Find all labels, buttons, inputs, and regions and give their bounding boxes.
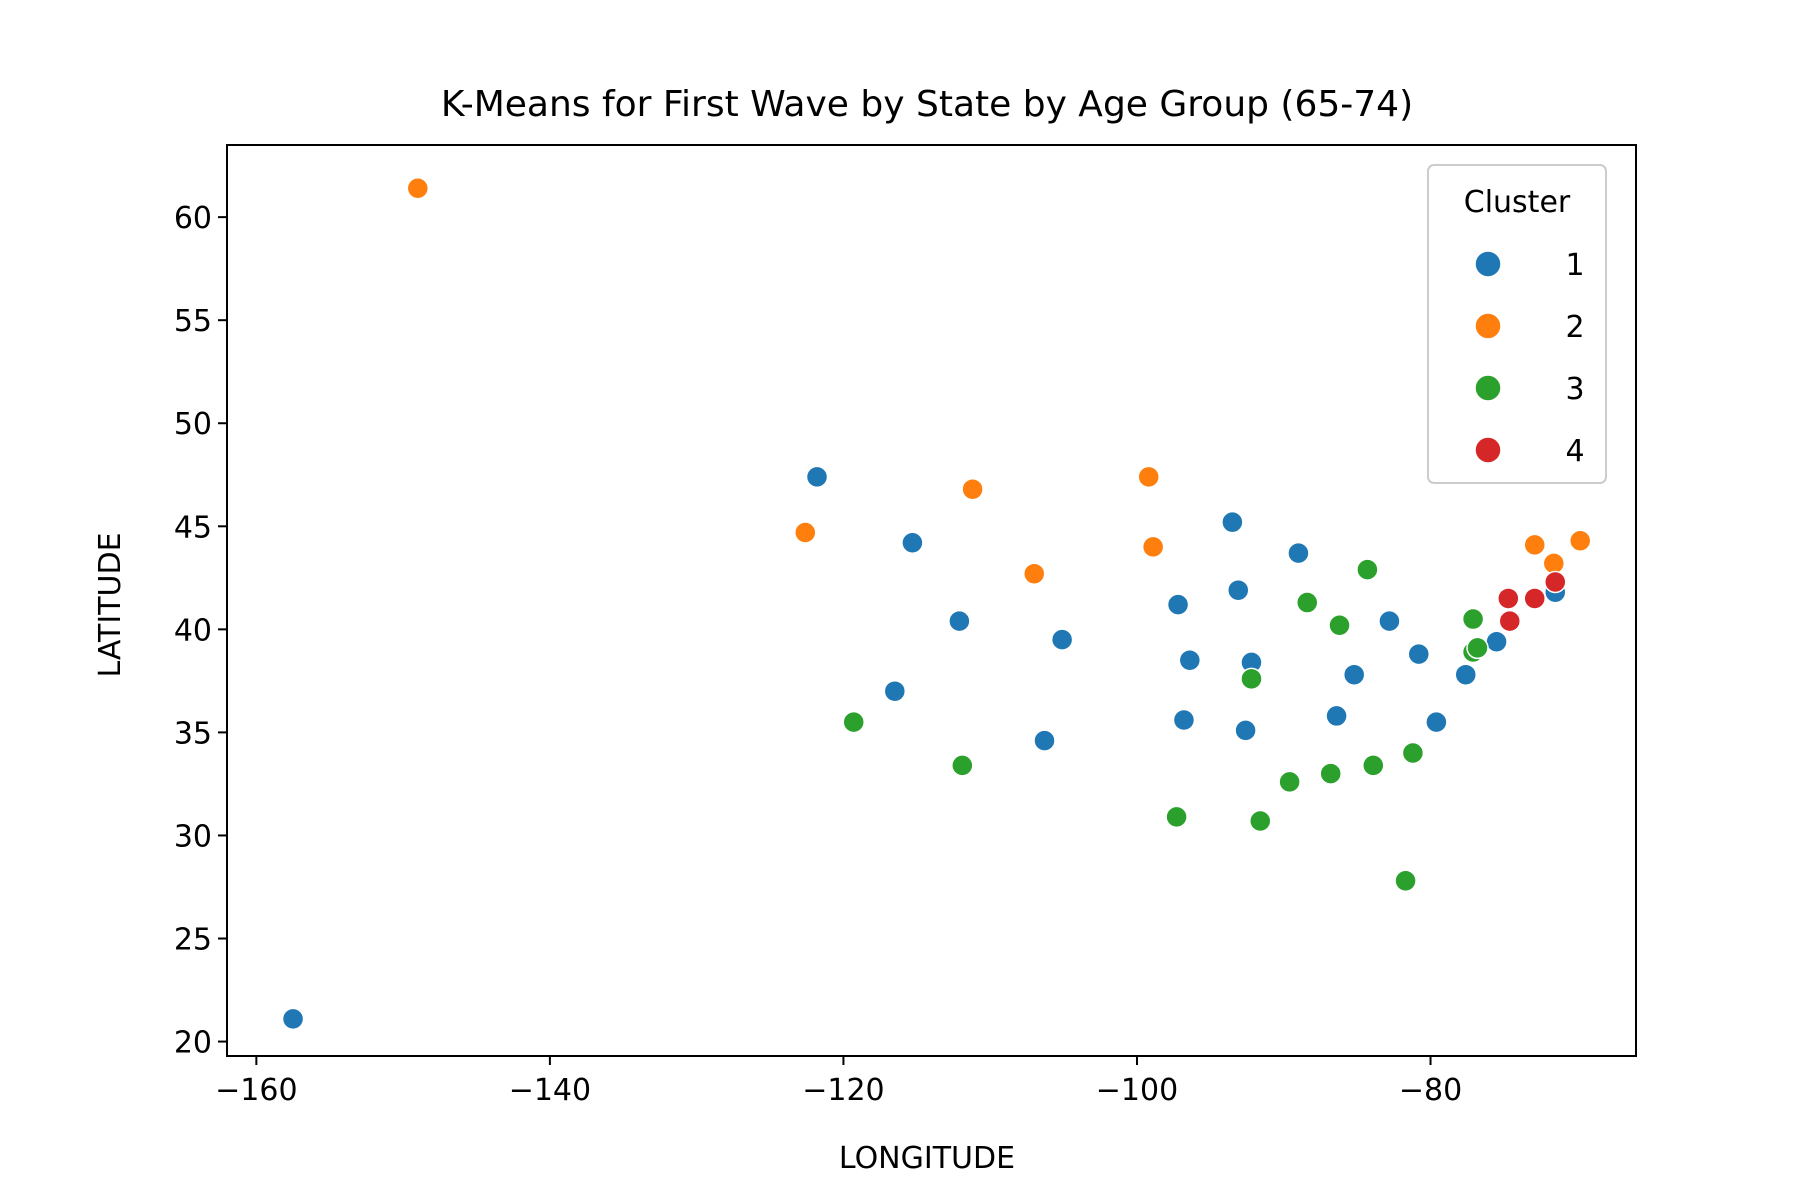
data-point-cluster-1 bbox=[805, 465, 829, 489]
data-point-cluster-1 bbox=[1485, 630, 1508, 653]
data-point-cluster-3 bbox=[1394, 869, 1417, 893]
data-point-cluster-3 bbox=[1356, 558, 1379, 581]
data-point-cluster-2 bbox=[1137, 465, 1160, 489]
legend-label-2: 2 bbox=[1565, 310, 1584, 345]
data-point-cluster-1 bbox=[1221, 510, 1244, 534]
data-point-cluster-1 bbox=[1178, 649, 1202, 672]
legend-marker-4 bbox=[1474, 436, 1502, 464]
data-point-cluster-1 bbox=[281, 1007, 305, 1031]
data-point-cluster-3 bbox=[1319, 762, 1342, 785]
legend-marker-3 bbox=[1474, 374, 1502, 402]
y-tick-label: 60 bbox=[174, 201, 212, 236]
x-axis: −160 −140 −120 −100 −80 bbox=[215, 1056, 1462, 1108]
y-tick-label: 35 bbox=[174, 716, 212, 751]
data-point-cluster-1 bbox=[1234, 719, 1257, 742]
data-point-cluster-3 bbox=[1466, 636, 1489, 660]
y-tick-label: 55 bbox=[174, 304, 212, 339]
data-point-cluster-4 bbox=[1497, 587, 1520, 610]
x-tick-label: −100 bbox=[1096, 1073, 1178, 1108]
x-tick-label: −80 bbox=[1399, 1073, 1462, 1108]
data-point-cluster-1 bbox=[901, 531, 924, 555]
x-axis-title: LONGITUDE bbox=[839, 1141, 1015, 1176]
data-points bbox=[281, 177, 1592, 1031]
y-axis-title: LATITUDE bbox=[93, 532, 128, 677]
y-tick-label: 20 bbox=[174, 1026, 212, 1061]
x-tick-label: −160 bbox=[215, 1073, 297, 1108]
y-axis: 20 25 30 35 40 45 50 55 60 bbox=[174, 201, 227, 1061]
legend-box bbox=[1427, 164, 1607, 484]
data-point-cluster-3 bbox=[1362, 754, 1385, 777]
legend-entries: 1 2 3 4 bbox=[1474, 248, 1585, 469]
data-point-cluster-4 bbox=[1544, 570, 1567, 594]
data-point-cluster-1 bbox=[883, 679, 907, 703]
data-point-cluster-1 bbox=[1166, 593, 1190, 616]
data-point-cluster-1 bbox=[1378, 609, 1401, 633]
data-point-cluster-2 bbox=[1568, 529, 1592, 552]
plot-frame bbox=[226, 144, 1637, 1057]
x-tick-label: −120 bbox=[802, 1073, 884, 1108]
data-point-cluster-3 bbox=[951, 754, 974, 777]
data-point-cluster-3 bbox=[1461, 607, 1485, 631]
data-point-cluster-2 bbox=[1022, 562, 1046, 585]
data-point-cluster-3 bbox=[1401, 741, 1425, 765]
data-point-cluster-1 bbox=[948, 609, 971, 633]
data-point-cluster-1 bbox=[1227, 578, 1250, 602]
data-point-cluster-2 bbox=[794, 521, 817, 544]
plot-area bbox=[226, 144, 1637, 1057]
y-tick-label: 40 bbox=[174, 613, 212, 648]
legend: Cluster 1 2 3 4 bbox=[1427, 164, 1607, 484]
data-point-cluster-1 bbox=[1407, 642, 1431, 666]
y-tick-label: 45 bbox=[174, 510, 212, 545]
data-point-cluster-1 bbox=[1325, 704, 1348, 728]
data-point-cluster-4 bbox=[1498, 609, 1522, 633]
data-point-cluster-1 bbox=[1033, 729, 1056, 752]
legend-label-3: 3 bbox=[1565, 372, 1584, 407]
data-point-cluster-1 bbox=[1425, 710, 1448, 734]
data-point-cluster-3 bbox=[1295, 591, 1319, 614]
data-point-cluster-1 bbox=[1050, 628, 1074, 651]
data-point-cluster-3 bbox=[1165, 805, 1188, 829]
x-tick-label: −140 bbox=[509, 1073, 591, 1108]
data-point-cluster-3 bbox=[1278, 770, 1301, 794]
legend-label-1: 1 bbox=[1565, 248, 1584, 283]
data-point-cluster-4 bbox=[1523, 587, 1546, 610]
data-point-cluster-2 bbox=[1542, 552, 1566, 575]
data-point-cluster-3 bbox=[1249, 809, 1272, 833]
data-point-cluster-1 bbox=[1287, 541, 1310, 565]
y-tick-label: 30 bbox=[174, 819, 212, 854]
chart-title: K-Means for First Wave by State by Age G… bbox=[441, 84, 1413, 125]
data-point-cluster-1 bbox=[1342, 663, 1366, 686]
data-point-cluster-1 bbox=[1454, 663, 1477, 686]
data-point-cluster-2 bbox=[406, 177, 430, 200]
y-tick-label: 25 bbox=[174, 923, 212, 958]
data-point-cluster-2 bbox=[961, 477, 984, 501]
legend-title: Cluster bbox=[1464, 185, 1571, 220]
data-point-cluster-3 bbox=[842, 710, 865, 734]
legend-label-4: 4 bbox=[1565, 434, 1584, 469]
legend-marker-1 bbox=[1474, 250, 1502, 278]
y-tick-label: 50 bbox=[174, 407, 212, 442]
data-point-cluster-1 bbox=[1172, 708, 1196, 732]
data-point-cluster-2 bbox=[1523, 533, 1546, 557]
data-point-cluster-2 bbox=[1141, 535, 1165, 559]
legend-marker-2 bbox=[1474, 312, 1502, 340]
data-point-cluster-3 bbox=[1240, 667, 1263, 691]
data-point-cluster-3 bbox=[1328, 613, 1351, 637]
